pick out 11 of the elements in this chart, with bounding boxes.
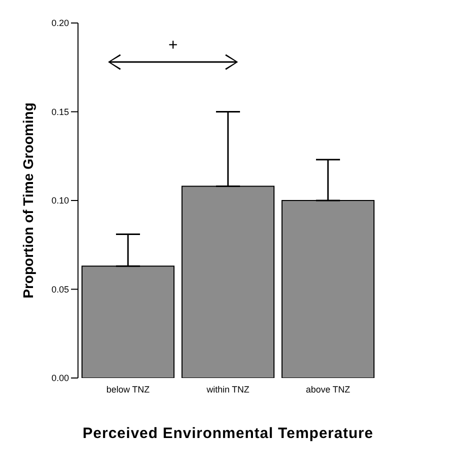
x-axis-title: Perceived Environmental Temperature xyxy=(82,425,374,442)
y-tick-label: 0.05 xyxy=(51,284,69,294)
y-tick-label: 0.00 xyxy=(51,373,69,384)
y-tick-label: 0.15 xyxy=(51,106,69,117)
y-tick-label: 0.10 xyxy=(51,196,69,206)
y-axis-title: Proportion of Time Grooming xyxy=(20,102,36,298)
x-tick-label: below TNZ xyxy=(106,384,150,394)
annotation: + xyxy=(168,37,178,54)
x-tick-label: within TNZ xyxy=(206,384,250,394)
y-tick-label: 0.20 xyxy=(51,18,69,28)
x-tick-label: above TNZ xyxy=(306,384,351,394)
